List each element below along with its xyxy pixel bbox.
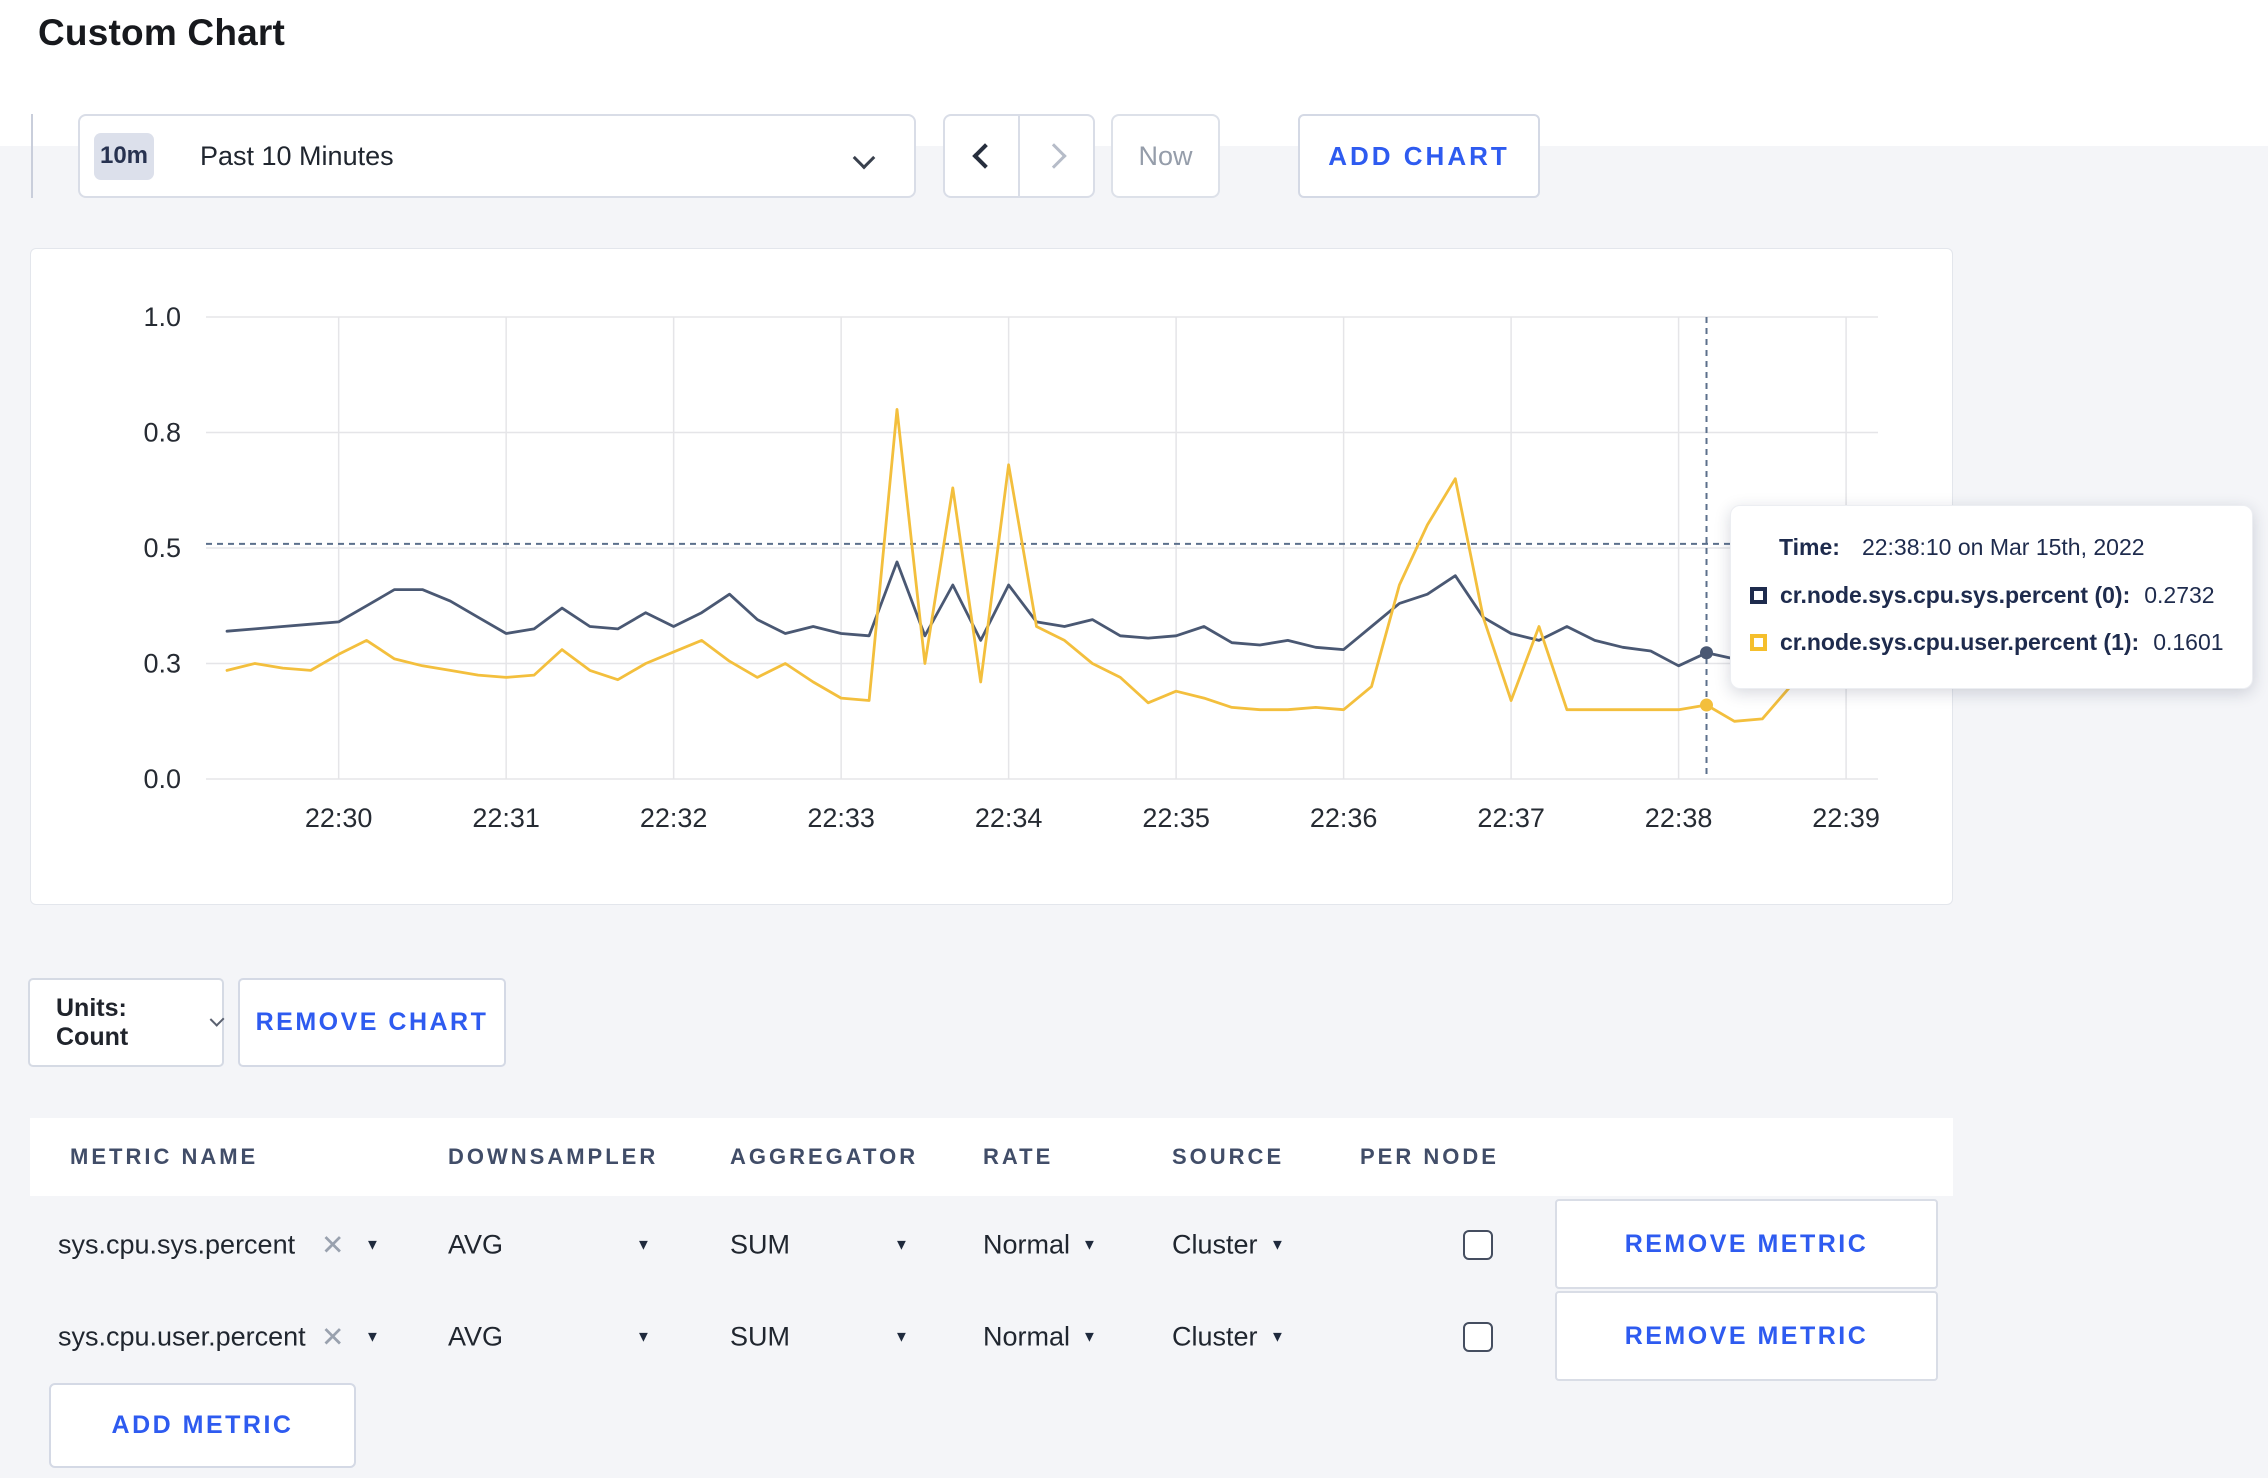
source-dropdown-icon[interactable]: ▼ [1270, 1328, 1285, 1346]
aggregator-select[interactable]: SUM [730, 1321, 790, 1352]
table-row: sys.cpu.user.percent ✕ ▼ AVG ▼ SUM ▼ Nor… [30, 1291, 1953, 1383]
aggregator-dropdown-icon[interactable]: ▼ [894, 1236, 909, 1254]
units-dropdown[interactable]: Units: Count [28, 978, 225, 1067]
tooltip-series-label: cr.node.sys.cpu.user.percent (1): [1780, 629, 2140, 655]
time-range-badge: 10m [94, 132, 154, 180]
svg-text:0.8: 0.8 [143, 418, 181, 448]
svg-text:0.5: 0.5 [143, 533, 181, 563]
time-range-dropdown[interactable]: 10m Past 10 Minutes [78, 114, 916, 198]
clear-metric-icon[interactable]: ✕ [321, 1321, 345, 1353]
time-range-label: Past 10 Minutes [200, 140, 394, 171]
toolbar-separator [31, 114, 33, 198]
remove-metric-button[interactable]: REMOVE METRIC [1555, 1199, 1938, 1289]
svg-text:22:39: 22:39 [1812, 803, 1880, 833]
metric-name-select[interactable]: sys.cpu.user.percent [58, 1321, 306, 1352]
per-node-checkbox[interactable] [1463, 1322, 1493, 1352]
col-header-downsampler: DOWNSAMPLER [448, 1144, 659, 1169]
sys-series-swatch-icon [1750, 587, 1767, 604]
per-node-checkbox[interactable] [1463, 1230, 1493, 1260]
chevron-left-icon [971, 143, 998, 169]
svg-text:0.0: 0.0 [143, 764, 181, 794]
next-time-button[interactable] [1020, 116, 1093, 196]
svg-text:22:36: 22:36 [1310, 803, 1378, 833]
timeseries-chart[interactable]: 1.0 0.8 0.5 0.3 0.0 22:30 22:31 22:32 22:33 22:34… [31, 249, 1954, 906]
svg-text:22:30: 22:30 [305, 803, 373, 833]
chevron-down-icon [209, 1011, 225, 1028]
aggregator-select[interactable]: SUM [730, 1229, 790, 1260]
downsampler-select[interactable]: AVG [448, 1229, 504, 1260]
metric-dropdown-icon[interactable]: ▼ [365, 1236, 380, 1254]
metric-dropdown-icon[interactable]: ▼ [365, 1328, 380, 1346]
units-label: Units: Count [56, 993, 129, 1051]
tooltip-series-label: cr.node.sys.cpu.sys.percent (0): [1780, 582, 2131, 608]
time-pager [943, 114, 1095, 198]
remove-metric-button[interactable]: REMOVE METRIC [1555, 1291, 1938, 1381]
tooltip-time-row: Time: 22:38:10 on Mar 15th, 2022 [1779, 534, 2145, 561]
chevron-down-icon [852, 146, 876, 170]
tooltip-series-row: cr.node.sys.cpu.sys.percent (0): 0.2732 [1750, 582, 2215, 609]
metrics-table-header: METRIC NAME DOWNSAMPLER AGGREGATOR RATE … [30, 1118, 1953, 1196]
downsampler-dropdown-icon[interactable]: ▼ [636, 1328, 651, 1346]
page-title: Custom Chart [38, 12, 286, 53]
prev-time-button[interactable] [945, 116, 1018, 196]
rate-select[interactable]: Normal [983, 1229, 1071, 1260]
svg-text:22:38: 22:38 [1645, 803, 1713, 833]
source-select[interactable]: Cluster [1172, 1229, 1258, 1260]
rate-select[interactable]: Normal [983, 1321, 1071, 1352]
chevron-right-icon [1040, 143, 1067, 169]
svg-text:22:32: 22:32 [640, 803, 708, 833]
user-series-swatch-icon [1750, 634, 1767, 651]
aggregator-dropdown-icon[interactable]: ▼ [894, 1328, 909, 1346]
source-dropdown-icon[interactable]: ▼ [1270, 1236, 1285, 1254]
source-select[interactable]: Cluster [1172, 1321, 1258, 1352]
rate-dropdown-icon[interactable]: ▼ [1082, 1328, 1097, 1346]
col-header-source: SOURCE [1172, 1144, 1285, 1169]
clear-metric-icon[interactable]: ✕ [321, 1229, 345, 1261]
col-header-per-node: PER NODE [1360, 1144, 1499, 1169]
add-metric-button[interactable]: ADD METRIC [49, 1383, 356, 1468]
downsampler-dropdown-icon[interactable]: ▼ [636, 1236, 651, 1254]
add-chart-button[interactable]: ADD CHART [1298, 114, 1540, 198]
svg-text:22:37: 22:37 [1477, 803, 1545, 833]
tooltip-time-label: Time: [1779, 534, 1840, 560]
tooltip-series-value: 0.2732 [2144, 582, 2215, 608]
svg-text:22:35: 22:35 [1142, 803, 1210, 833]
svg-text:22:31: 22:31 [472, 803, 540, 833]
downsampler-select[interactable]: AVG [448, 1321, 504, 1352]
svg-text:22:34: 22:34 [975, 803, 1043, 833]
svg-text:0.3: 0.3 [143, 649, 181, 679]
metric-name-select[interactable]: sys.cpu.sys.percent [58, 1229, 296, 1260]
rate-dropdown-icon[interactable]: ▼ [1082, 1236, 1097, 1254]
remove-chart-button[interactable]: REMOVE CHART [238, 978, 506, 1067]
table-row: sys.cpu.sys.percent ✕ ▼ AVG ▼ SUM ▼ Norm… [30, 1199, 1953, 1291]
now-button[interactable]: Now [1111, 114, 1220, 198]
svg-text:22:33: 22:33 [807, 803, 875, 833]
pager-divider [1018, 116, 1020, 196]
col-header-rate: RATE [983, 1144, 1054, 1169]
tooltip-series-value: 0.1601 [2153, 629, 2224, 655]
tooltip-time-value: 22:38:10 on Mar 15th, 2022 [1861, 534, 2145, 560]
chart-card[interactable]: 1.0 0.8 0.5 0.3 0.0 22:30 22:31 22:32 22:33 22:34… [30, 248, 1953, 905]
col-header-aggregator: AGGREGATOR [730, 1144, 919, 1169]
col-header-metric-name: METRIC NAME [70, 1144, 259, 1169]
tooltip-series-row: cr.node.sys.cpu.user.percent (1): 0.1601 [1750, 629, 2224, 656]
chart-tooltip: Time: 22:38:10 on Mar 15th, 2022 cr.node… [1730, 505, 2253, 689]
svg-text:1.0: 1.0 [143, 302, 181, 332]
